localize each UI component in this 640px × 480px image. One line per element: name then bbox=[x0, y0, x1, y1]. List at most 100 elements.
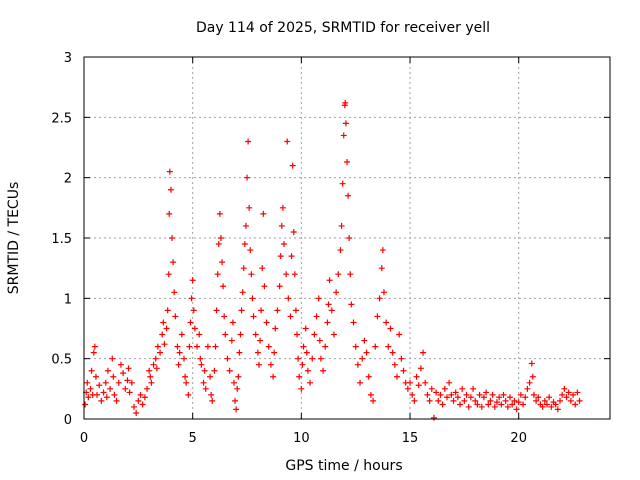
data-point bbox=[426, 397, 433, 404]
data-point bbox=[171, 289, 178, 296]
data-point bbox=[167, 186, 174, 193]
data-point bbox=[330, 331, 337, 338]
data-point bbox=[100, 389, 107, 396]
data-point bbox=[126, 389, 133, 396]
data-point bbox=[221, 313, 228, 320]
data-point bbox=[122, 385, 129, 392]
data-point bbox=[461, 397, 468, 404]
data-point bbox=[459, 385, 466, 392]
data-point bbox=[202, 385, 209, 392]
data-point bbox=[170, 259, 177, 266]
data-point bbox=[196, 331, 203, 338]
data-point bbox=[338, 222, 345, 229]
data-point bbox=[313, 313, 320, 320]
data-point bbox=[188, 295, 195, 302]
data-point bbox=[260, 210, 267, 217]
data-point bbox=[124, 377, 131, 384]
data-point bbox=[238, 307, 245, 314]
data-point bbox=[570, 391, 577, 398]
data-point bbox=[317, 355, 324, 362]
data-point bbox=[452, 389, 459, 396]
data-point bbox=[389, 349, 396, 356]
data-point bbox=[176, 349, 183, 356]
data-point bbox=[396, 331, 403, 338]
data-point bbox=[291, 271, 298, 278]
data-point bbox=[152, 355, 159, 362]
data-point bbox=[209, 397, 216, 404]
data-point bbox=[463, 391, 470, 398]
data-point bbox=[186, 343, 193, 350]
data-point bbox=[413, 373, 420, 380]
data-point bbox=[398, 355, 405, 362]
data-point bbox=[535, 394, 542, 401]
data-point bbox=[224, 355, 231, 362]
data-point bbox=[557, 397, 564, 404]
data-point bbox=[472, 397, 479, 404]
data-point bbox=[254, 349, 261, 356]
data-point bbox=[376, 295, 383, 302]
data-point bbox=[245, 138, 252, 145]
data-point bbox=[141, 394, 148, 401]
data-point bbox=[157, 349, 164, 356]
data-point bbox=[217, 235, 224, 241]
data-point bbox=[528, 360, 535, 367]
data-point bbox=[513, 406, 520, 413]
axis-ticks: 0 0.5 1 1.5 2 2.5 3 0 5 10 15 20 bbox=[51, 51, 610, 446]
data-point bbox=[326, 277, 333, 284]
data-point bbox=[249, 295, 256, 302]
data-point bbox=[277, 253, 284, 260]
data-point bbox=[98, 397, 105, 404]
data-point bbox=[147, 373, 154, 380]
data-point bbox=[415, 382, 422, 389]
data-point bbox=[174, 343, 181, 350]
data-point bbox=[478, 403, 485, 410]
data-point bbox=[294, 331, 301, 338]
data-point bbox=[107, 385, 114, 392]
y-tick-label: 1.5 bbox=[51, 232, 72, 247]
data-point bbox=[235, 373, 242, 380]
data-point bbox=[483, 389, 490, 396]
data-point bbox=[526, 379, 533, 386]
data-point bbox=[335, 271, 342, 278]
data-point bbox=[274, 307, 281, 314]
data-point bbox=[387, 325, 394, 332]
data-point bbox=[150, 361, 157, 368]
data-point bbox=[507, 394, 514, 401]
data-point bbox=[82, 401, 89, 408]
data-point bbox=[194, 343, 201, 350]
data-point bbox=[165, 271, 172, 278]
data-point bbox=[328, 307, 335, 314]
data-point bbox=[437, 391, 444, 398]
data-point bbox=[154, 343, 161, 350]
data-point bbox=[96, 382, 103, 389]
data-point bbox=[337, 247, 344, 254]
data-point bbox=[433, 389, 440, 396]
data-point bbox=[128, 379, 135, 386]
data-point bbox=[279, 204, 286, 211]
data-point bbox=[109, 355, 116, 362]
data-point bbox=[559, 391, 566, 398]
data-point bbox=[548, 403, 555, 410]
data-point bbox=[448, 391, 455, 398]
data-point bbox=[348, 301, 355, 308]
data-point bbox=[565, 389, 572, 396]
data-point bbox=[420, 349, 427, 356]
y-axis-label: SRMTID / TECUs bbox=[6, 182, 22, 295]
data-point bbox=[137, 391, 144, 398]
data-point bbox=[120, 370, 127, 377]
data-point bbox=[307, 379, 314, 386]
data-point bbox=[220, 283, 227, 290]
data-point bbox=[361, 337, 368, 344]
data-point bbox=[255, 361, 262, 368]
data-point bbox=[292, 307, 299, 314]
data-point bbox=[344, 158, 350, 165]
data-point bbox=[164, 307, 171, 314]
data-point bbox=[241, 241, 248, 248]
data-point bbox=[385, 343, 392, 350]
data-point bbox=[359, 355, 366, 362]
data-point bbox=[315, 295, 322, 302]
data-point bbox=[411, 397, 418, 404]
data-point bbox=[552, 401, 559, 408]
grid-lines bbox=[84, 57, 610, 419]
x-tick-label: 15 bbox=[402, 431, 419, 446]
